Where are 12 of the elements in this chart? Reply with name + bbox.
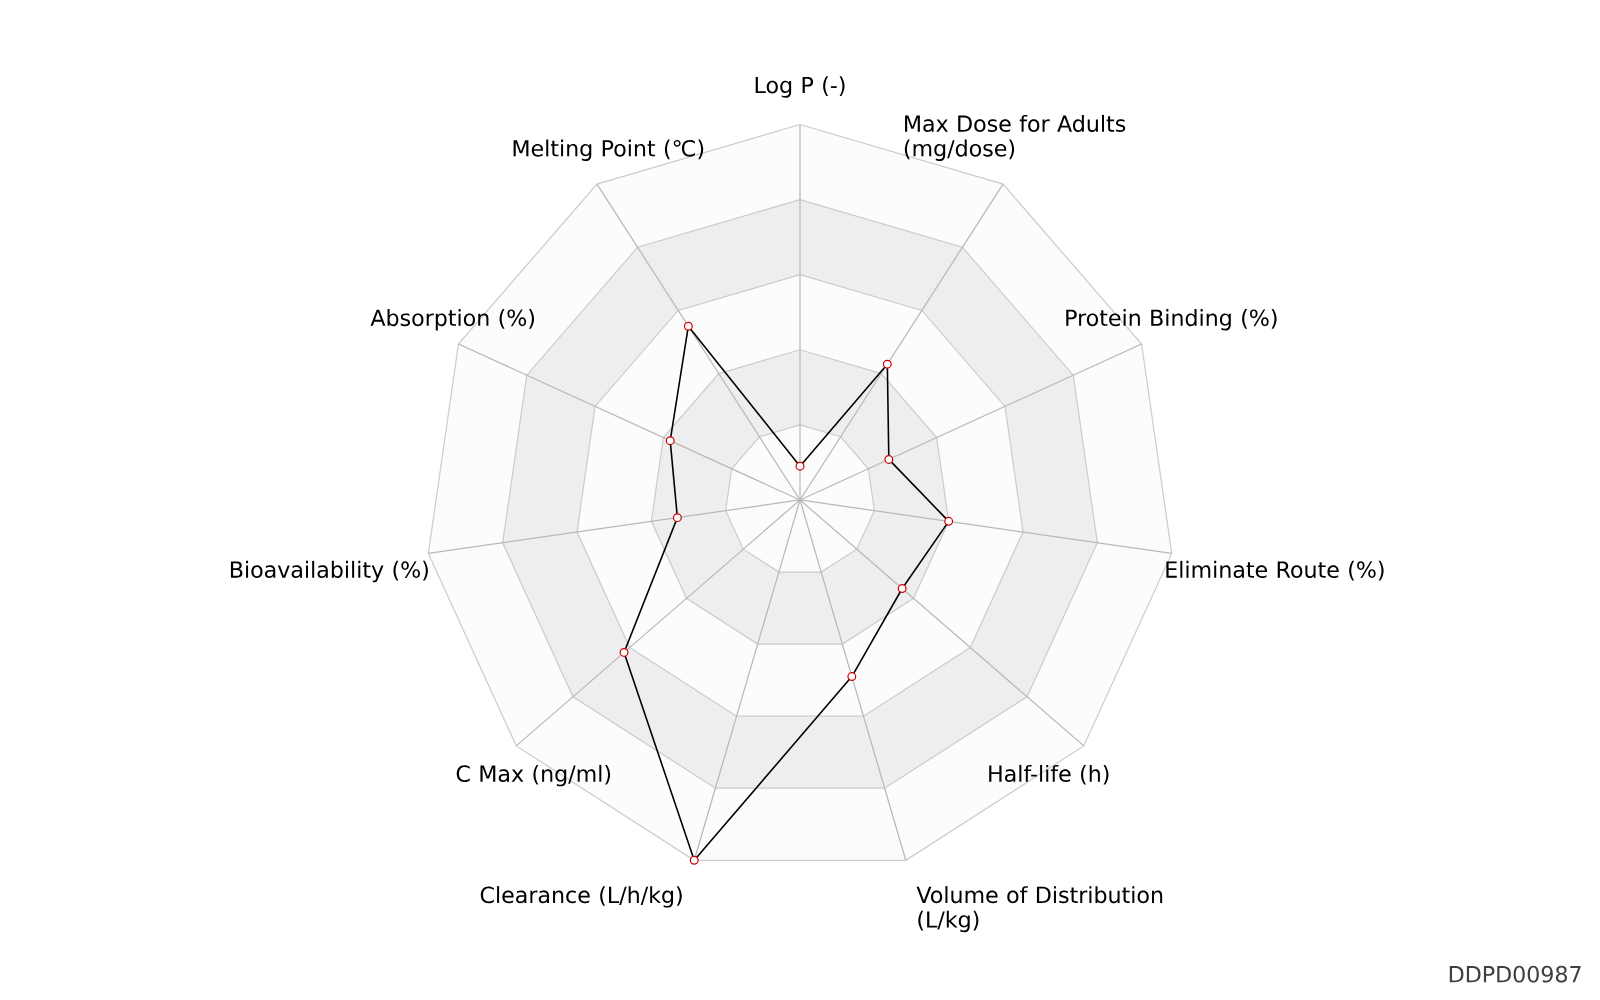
spoke-label: Volume of Distribution (L/kg)	[916, 886, 1163, 933]
spoke-label: C Max (ng/ml)	[456, 764, 611, 787]
spoke-label: Clearance (L/h/kg)	[480, 886, 682, 908]
spoke-label: Eliminate Route (%)	[1166, 560, 1384, 581]
spoke-label: Absorption (%)	[370, 309, 535, 331]
spoke-label: Max Dose for Adults (mg/dose)	[904, 114, 1126, 161]
spoke-label: Bioavailability (%)	[230, 560, 428, 583]
spoke-label: Melting Point (℃)	[513, 139, 704, 161]
spoke-label: Protein Binding (%)	[1066, 309, 1277, 331]
text: DDPD00987	[1449, 965, 1581, 983]
spoke-label: Half-life (h)	[989, 764, 1109, 785]
spoke-label: Log P (-)	[755, 76, 845, 98]
